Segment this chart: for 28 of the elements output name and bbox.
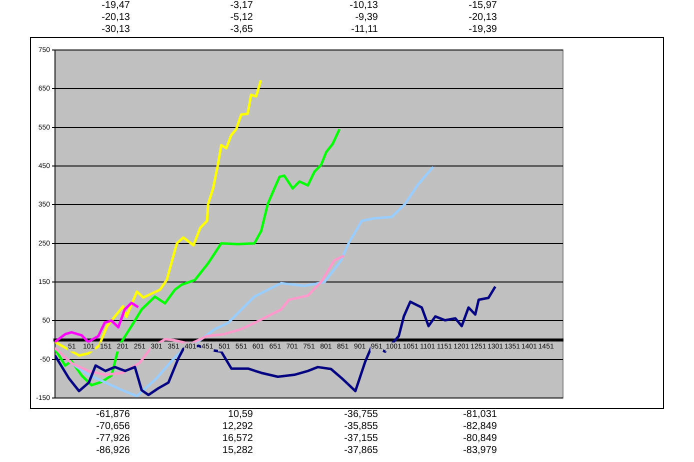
text: -86,926 [95, 445, 130, 457]
text: -70,656 [95, 421, 130, 433]
text: -77,926 [95, 433, 130, 445]
text: 10,59 [226, 409, 253, 421]
text: -30,13 [100, 24, 130, 36]
text: -20,13 [100, 12, 130, 24]
text: -36,755 [343, 409, 378, 421]
text: -5,12 [229, 12, 253, 24]
text: 12,292 [221, 421, 253, 433]
text: -3,17 [229, 0, 253, 12]
text: -15,97 [468, 0, 497, 12]
text: -61,876 [95, 409, 130, 421]
text: -10,13 [348, 0, 378, 12]
text: -81,031 [462, 409, 497, 421]
text: -83,979 [462, 445, 497, 457]
text: -19,47 [100, 0, 130, 12]
text: -19,39 [468, 24, 497, 36]
text: -37,865 [343, 445, 378, 457]
text: 15,282 [221, 445, 253, 457]
text: -9,39 [354, 12, 378, 24]
text: -20,13 [468, 12, 497, 24]
text: 16,572 [221, 433, 253, 445]
text: -3,65 [229, 24, 253, 36]
text: -80,849 [462, 433, 497, 445]
text: -82,849 [462, 421, 497, 433]
text: -35,855 [343, 421, 378, 433]
text: -37,155 [343, 433, 378, 445]
text: -11,11 [350, 24, 378, 36]
